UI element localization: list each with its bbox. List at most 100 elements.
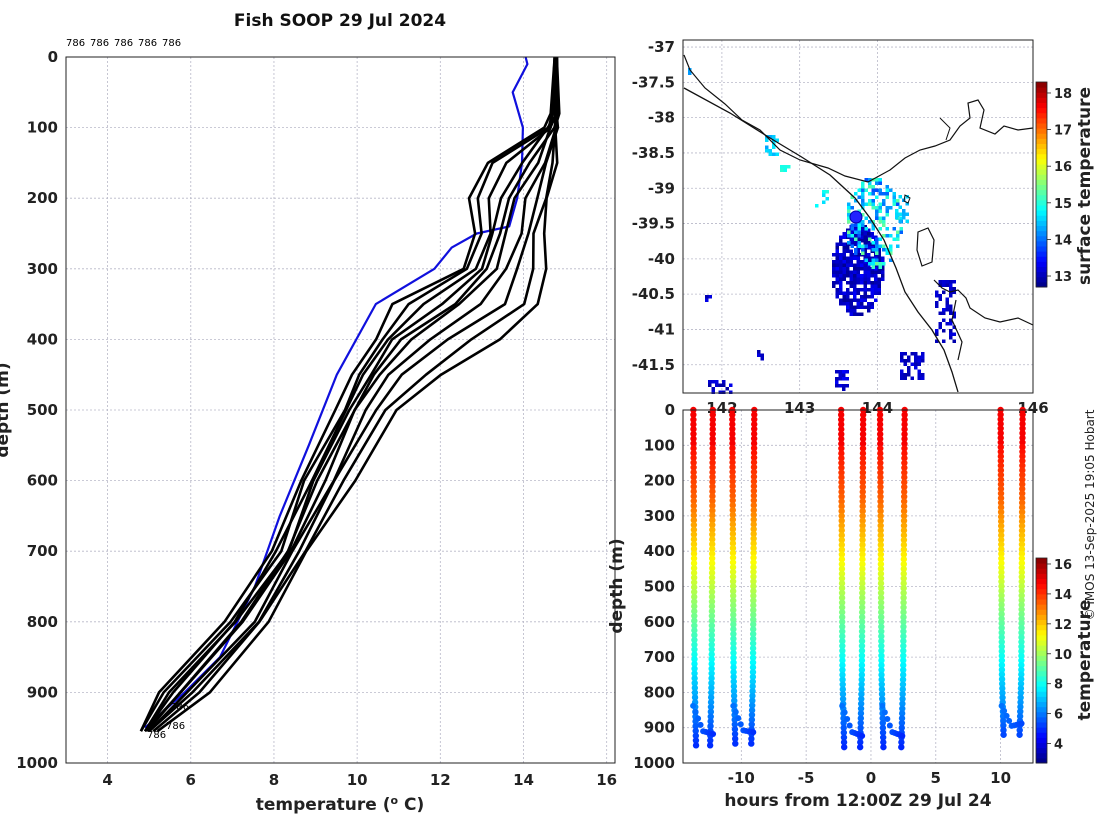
sst-pixel (864, 202, 868, 206)
cast-point (691, 641, 698, 648)
cast-point (729, 540, 737, 547)
cast-point (1019, 434, 1026, 442)
temperature-colorbar-segment (1036, 655, 1047, 661)
cast-point (709, 531, 716, 538)
cast-point (838, 546, 846, 553)
cast-point (691, 675, 698, 682)
map-axes-box (682, 39, 1034, 394)
cast-point (858, 633, 866, 640)
sst-pixel (900, 352, 904, 356)
sst-pixel (867, 235, 871, 239)
sst-pixel (854, 199, 858, 203)
cast-point (838, 517, 845, 524)
cast-point (709, 445, 716, 452)
profile-grid (66, 57, 615, 763)
cast-point (878, 628, 885, 635)
sst-pixel (860, 274, 864, 278)
sst-pixel (715, 383, 719, 387)
sst-pixel (822, 193, 826, 197)
sst-pixel (870, 291, 874, 295)
sst-colorbar-segment (1036, 107, 1047, 114)
sst-colorbar-tick-label: 18 (1054, 87, 1072, 102)
temperature-colorbar-segment (1036, 665, 1047, 672)
cast-point (876, 411, 884, 419)
sst-pixel (945, 322, 949, 326)
cast-point (748, 735, 755, 743)
chart-title: Fish SOOP 29 Jul 2024 (234, 11, 446, 31)
sst-colorbar-segment (1036, 225, 1047, 232)
sst-pixel (878, 178, 882, 182)
cast-point (750, 502, 758, 509)
cast-point (749, 659, 757, 666)
sst-pixel (835, 263, 839, 267)
cast-point (708, 617, 716, 624)
cast-point (1019, 471, 1026, 479)
cast-point (899, 695, 906, 703)
sst-pixel (860, 232, 864, 236)
sst-pixel (935, 301, 939, 305)
cast-point (1018, 720, 1025, 727)
profile-id-label: 786 (114, 38, 133, 49)
cast-point (708, 564, 716, 572)
sst-pixel (729, 383, 733, 387)
cast-point (859, 584, 866, 592)
cast-point (997, 499, 1005, 506)
sst-pixel (768, 149, 772, 153)
sst-pixel (945, 297, 949, 301)
cast-point (751, 416, 758, 423)
cast-point (729, 516, 737, 523)
sst-pixel (945, 301, 949, 305)
time-depth-ytick-label: 800 (644, 683, 675, 701)
sst-pixel (867, 309, 871, 313)
cast-point (998, 657, 1006, 664)
temperature-colorbar-segment (1036, 722, 1047, 728)
cast-point (1017, 675, 1025, 683)
sst-pixel (850, 223, 854, 227)
cast-point (729, 435, 736, 442)
cast-point (877, 512, 884, 520)
cast-point (709, 425, 716, 433)
sst-pixel (903, 373, 907, 377)
cast-point (730, 630, 737, 638)
cast-point (710, 731, 717, 738)
sst-pixel (874, 298, 878, 302)
sst-pixel (878, 181, 882, 185)
sst-colorbar-segment (1036, 220, 1047, 226)
profile-id-label: 786 (90, 38, 109, 49)
cast-point (838, 536, 846, 544)
sst-pixel (711, 380, 715, 384)
cast-point (691, 689, 699, 696)
cast-point (886, 722, 893, 729)
sst-pixel (856, 298, 860, 302)
cast-point (838, 503, 845, 510)
sst-pixel (877, 256, 881, 260)
cast-point (729, 459, 736, 466)
cast-point (730, 611, 737, 619)
cast-point (750, 435, 758, 442)
cast-point (998, 638, 1005, 646)
cast-point (1003, 712, 1010, 719)
sst-pixel (878, 209, 882, 213)
sst-pixel (835, 380, 839, 384)
cast-point (857, 724, 864, 732)
cast-point (749, 702, 756, 709)
cast-point (859, 464, 867, 471)
cast-point (900, 623, 907, 630)
xbt-profile-line (152, 56, 561, 733)
temperature-colorbar-segment (1036, 604, 1047, 610)
profile-xlabel: temperature (o C) (256, 794, 425, 815)
cast-point (877, 474, 884, 481)
cast-point (997, 457, 1005, 465)
cast-point (900, 551, 908, 558)
cast-point (1019, 476, 1026, 483)
temperature-colorbar-segment (1036, 675, 1047, 682)
xbt-profile-line (143, 56, 556, 732)
cast-point (881, 709, 888, 716)
cast-point (840, 743, 848, 751)
sst-pixel (775, 152, 779, 156)
sst-pixel (952, 280, 956, 284)
cast-point (690, 416, 697, 423)
cast-point (900, 522, 908, 529)
cast-point (901, 483, 908, 491)
